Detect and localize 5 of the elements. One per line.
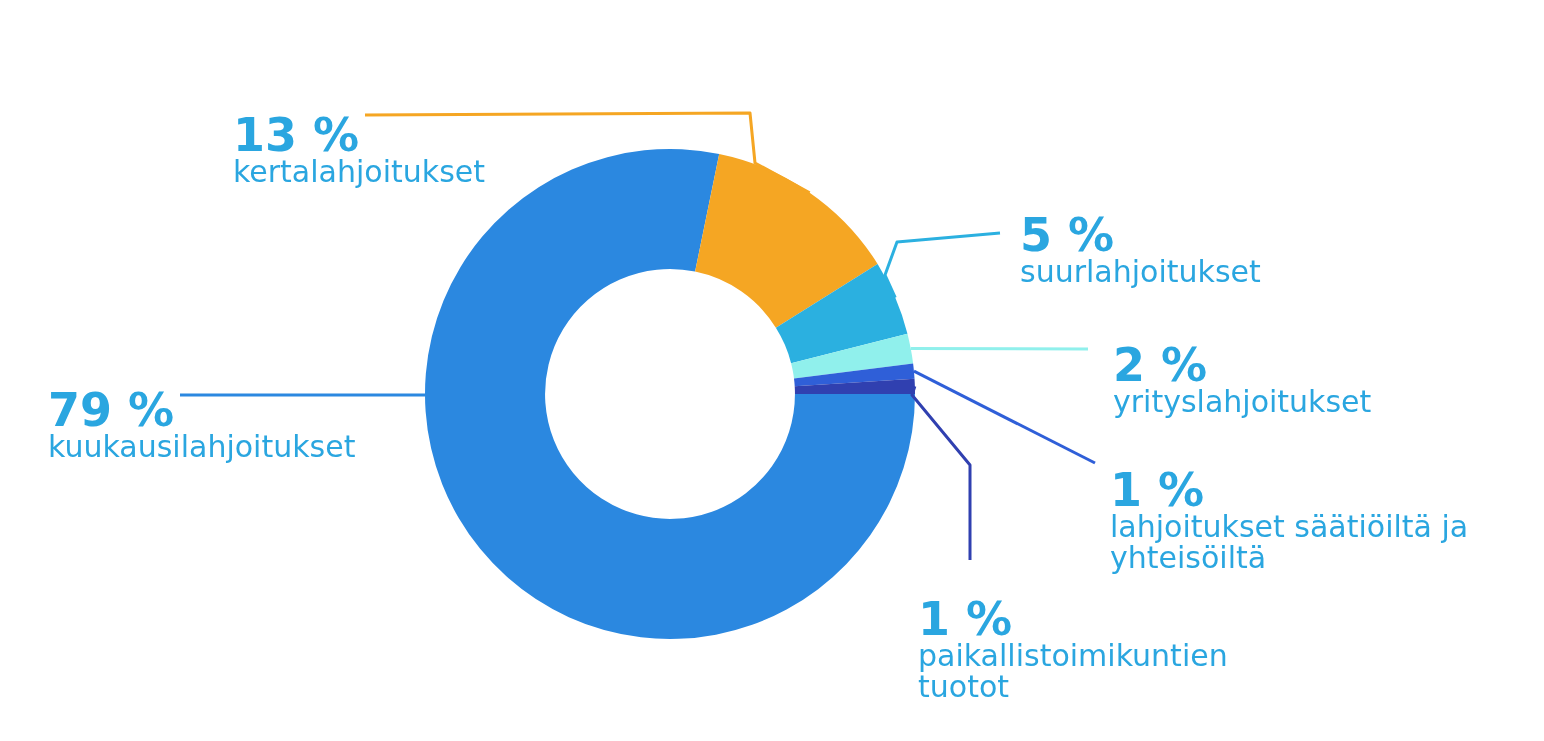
- slice-label: paikallistoimikuntien tuotot: [918, 638, 1228, 704]
- slice-label: yrityslahjoitukset: [1113, 384, 1372, 419]
- slice-label: kuukausilahjoitukset: [48, 429, 356, 464]
- slice-label: suurlahjoitukset: [1020, 254, 1261, 289]
- slice-label: kertalahjoitukset: [233, 154, 486, 189]
